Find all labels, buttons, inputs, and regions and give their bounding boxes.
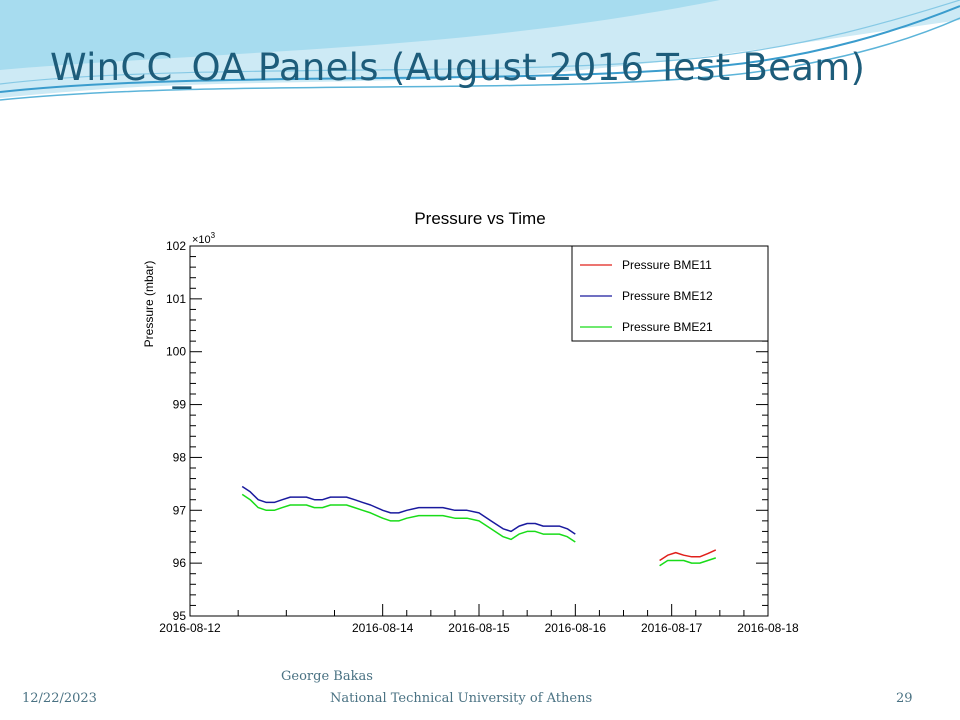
x-tick-label: 2016-08-15: [448, 621, 510, 635]
y-tick-label: 95: [173, 609, 187, 623]
header-wave-band: [0, 0, 720, 70]
footer-institution: National Technical University of Athens: [330, 691, 593, 706]
series-line-pressure-bme12: [241, 485, 576, 535]
series-line-pressure-bme11: [659, 549, 717, 562]
series-lines: [241, 485, 717, 567]
y-tick-label: 97: [173, 503, 187, 517]
y-tick-label: 99: [173, 398, 187, 412]
y-tick-label: 98: [173, 450, 187, 464]
x-tick-label: 2016-08-18: [737, 621, 799, 635]
legend-label: Pressure BME21: [622, 320, 713, 334]
slide-title: WinCC_OA Panels (August 2016 Test Beam): [50, 46, 866, 89]
chart-panel: Pressure vs Time 95 96 97 98 99 100 101 102 201…: [120, 196, 840, 662]
series-line-pressure-bme21: [659, 557, 717, 567]
series-line-pressure-bme21: [241, 493, 576, 543]
chart-title: Pressure vs Time: [414, 209, 545, 228]
x-tick-label: 2016-08-12: [159, 621, 221, 635]
x-tick-label: 2016-08-17: [641, 621, 703, 635]
pressure-chart: Pressure vs Time 95 96 97 98 99 100 101 102 201…: [142, 209, 799, 635]
legend-box: [571, 245, 769, 342]
legend-label: Pressure BME12: [622, 289, 713, 303]
y-tick-label: 96: [173, 556, 187, 570]
y-axis-multiplier-base: ×10: [192, 234, 211, 246]
x-axis-ticks: 2016-08-12 2016-08-14 2016-08-15 2016-08-16…: [159, 604, 799, 635]
x-tick-label: 2016-08-14: [352, 621, 414, 635]
header-wave-line-1: [0, 5, 960, 93]
y-tick-label: 100: [166, 345, 186, 359]
header-wave-line-2: [0, 17, 960, 101]
y-tick-label: 101: [166, 292, 186, 306]
y-axis-label: Pressure (mbar): [142, 261, 156, 348]
footer-date: 12/22/2023: [22, 691, 97, 706]
legend: Pressure BME11 Pressure BME12 Pressure BME…: [580, 258, 713, 334]
y-axis-multiplier-exponent: 3: [211, 231, 216, 240]
y-tick-label: 102: [166, 239, 186, 253]
header-wave-line-3: [0, 0, 960, 85]
x-tick-label: 2016-08-16: [545, 621, 607, 635]
legend-label: Pressure BME11: [622, 258, 712, 272]
y-axis-multiplier: ×103: [192, 231, 216, 246]
footer-author: George Bakas: [281, 669, 373, 684]
footer-page-number: 29: [896, 691, 913, 706]
